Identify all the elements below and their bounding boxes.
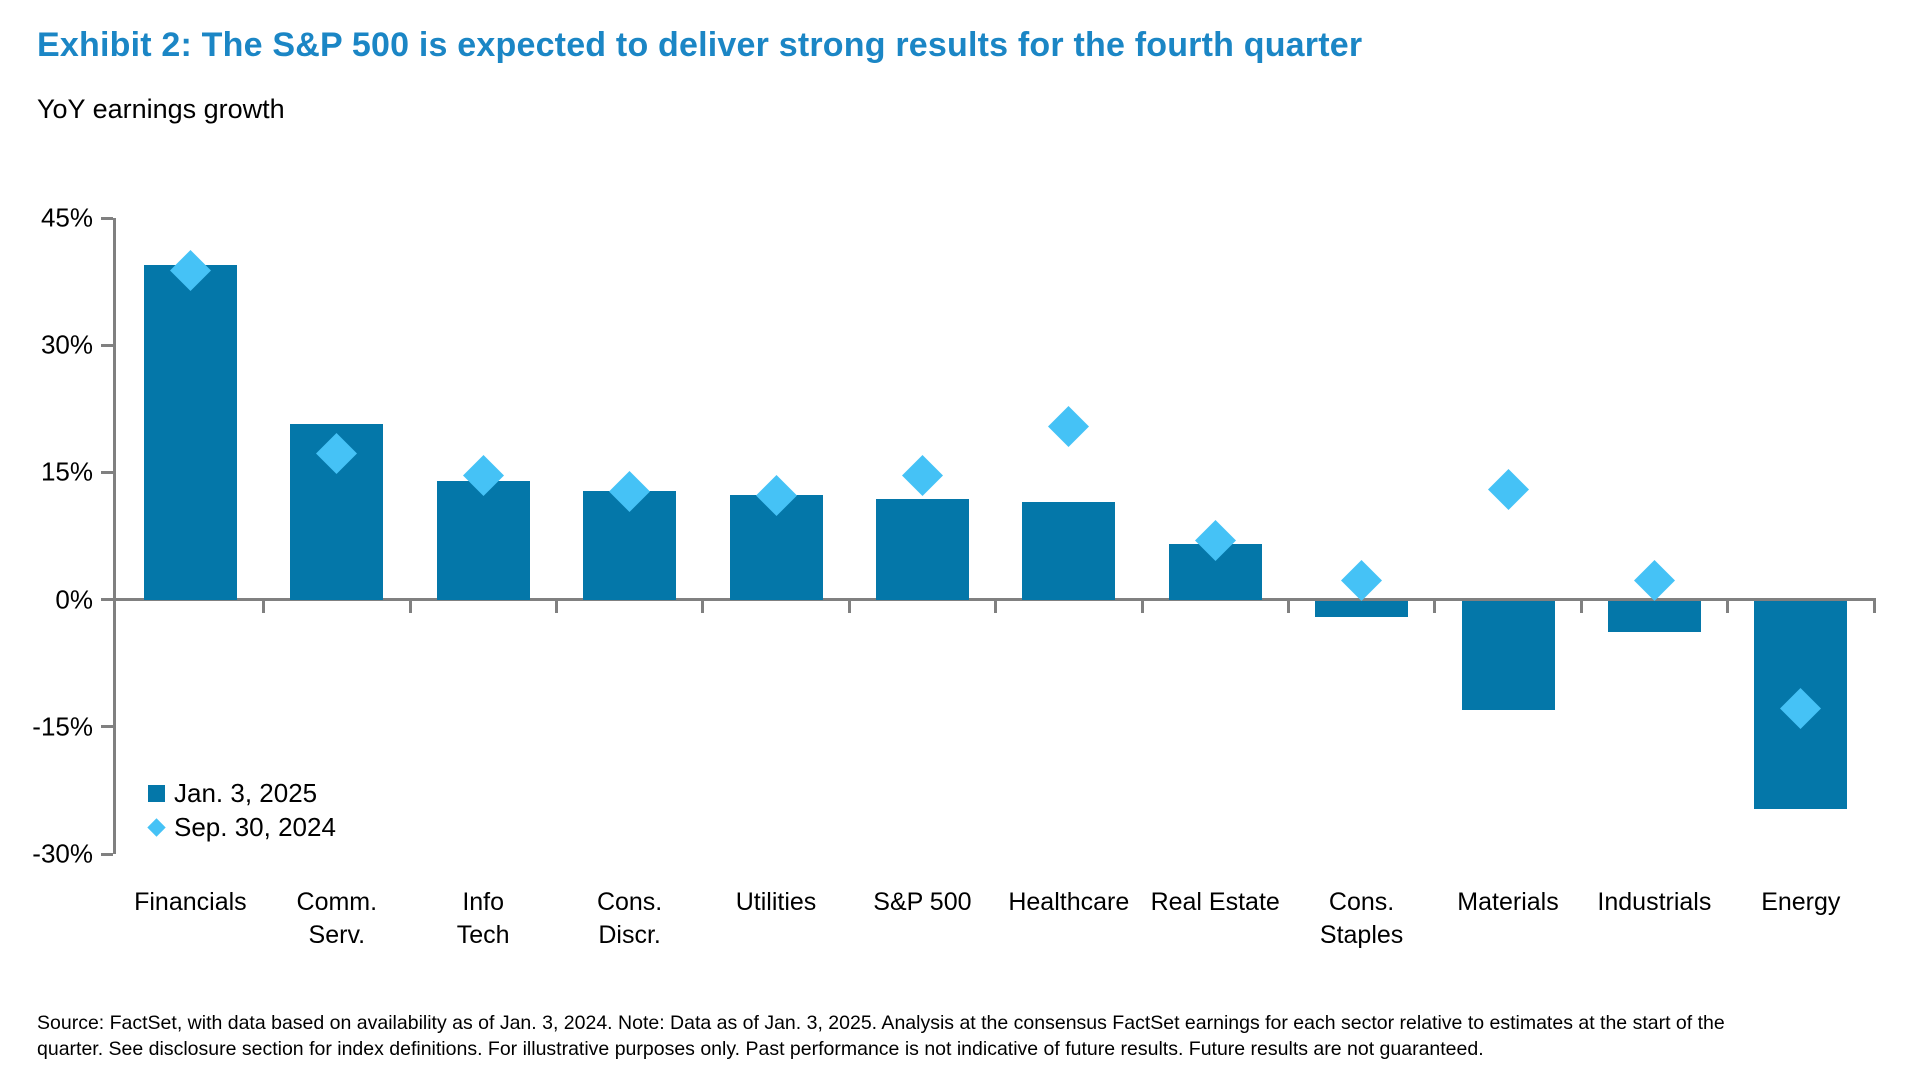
category-label: Cons. Discr.	[596, 888, 663, 949]
category-label: Energy	[1761, 888, 1841, 916]
x-tick	[994, 601, 998, 614]
x-tick	[1726, 601, 1730, 614]
y-tick-label: 45%	[40, 202, 93, 233]
category-label: Industrials	[1597, 888, 1712, 916]
x-tick	[701, 601, 705, 614]
y-tick	[101, 598, 113, 602]
category-label: Comm. Serv.	[296, 888, 378, 949]
x-tick	[554, 601, 558, 614]
category-label: Real Estate	[1150, 888, 1280, 916]
category-label: Financials	[134, 888, 247, 916]
bar	[1607, 601, 1701, 632]
category-label: Materials	[1457, 888, 1559, 916]
source-note: Source: FactSet, with data based on avai…	[37, 1012, 1725, 1060]
y-tick	[101, 470, 113, 474]
diamond-marker	[1487, 468, 1529, 510]
y-tick	[101, 216, 113, 220]
bar	[1315, 601, 1409, 617]
y-tick-label: -30%	[32, 838, 93, 869]
diamond-marker	[1341, 560, 1383, 602]
y-tick	[101, 343, 113, 347]
legend-label-sep: Sep. 30, 2024	[174, 811, 336, 842]
bar-series-swatch	[148, 784, 165, 802]
category-label: Cons. Staples	[1319, 888, 1404, 949]
diamond-marker	[1633, 560, 1675, 602]
bar	[875, 498, 969, 600]
category-label: Healthcare	[1008, 888, 1130, 916]
bar	[1461, 601, 1555, 710]
diamond-series-swatch	[147, 817, 166, 837]
y-axis-line	[113, 218, 116, 854]
x-tick	[408, 601, 412, 614]
legend-item-jan: Jan. 3, 2025	[148, 776, 336, 810]
legend-item-sep: Sep. 30, 2024	[147, 810, 336, 844]
bar	[1022, 502, 1116, 600]
x-axis-line	[113, 598, 1876, 602]
x-tick	[262, 601, 266, 614]
y-tick	[101, 725, 113, 729]
x-tick	[1433, 601, 1437, 614]
y-tick-label: 30%	[40, 329, 93, 360]
x-tick	[1286, 601, 1290, 614]
x-tick	[1872, 601, 1876, 614]
y-tick-label: -15%	[32, 711, 93, 742]
chart-subtitle: YoY earnings growth	[37, 94, 285, 124]
y-tick-label: 0%	[55, 584, 93, 615]
bar	[436, 480, 530, 600]
chart-title: Exhibit 2: The S&P 500 is expected to de…	[37, 26, 1363, 64]
bar	[143, 264, 237, 600]
x-tick	[1579, 601, 1583, 614]
category-label: S&P 500	[873, 888, 972, 916]
y-tick-label: 15%	[40, 456, 93, 487]
diamond-marker	[901, 455, 943, 497]
y-tick	[101, 852, 113, 856]
category-label: Utilities	[735, 888, 817, 916]
legend-label-jan: Jan. 3, 2025	[174, 777, 318, 808]
category-label: Info Tech	[456, 888, 510, 949]
x-tick	[1140, 601, 1144, 614]
x-tick	[847, 601, 851, 614]
legend: Jan. 3, 2025 Sep. 30, 2024	[147, 776, 336, 844]
diamond-marker	[1048, 406, 1090, 448]
